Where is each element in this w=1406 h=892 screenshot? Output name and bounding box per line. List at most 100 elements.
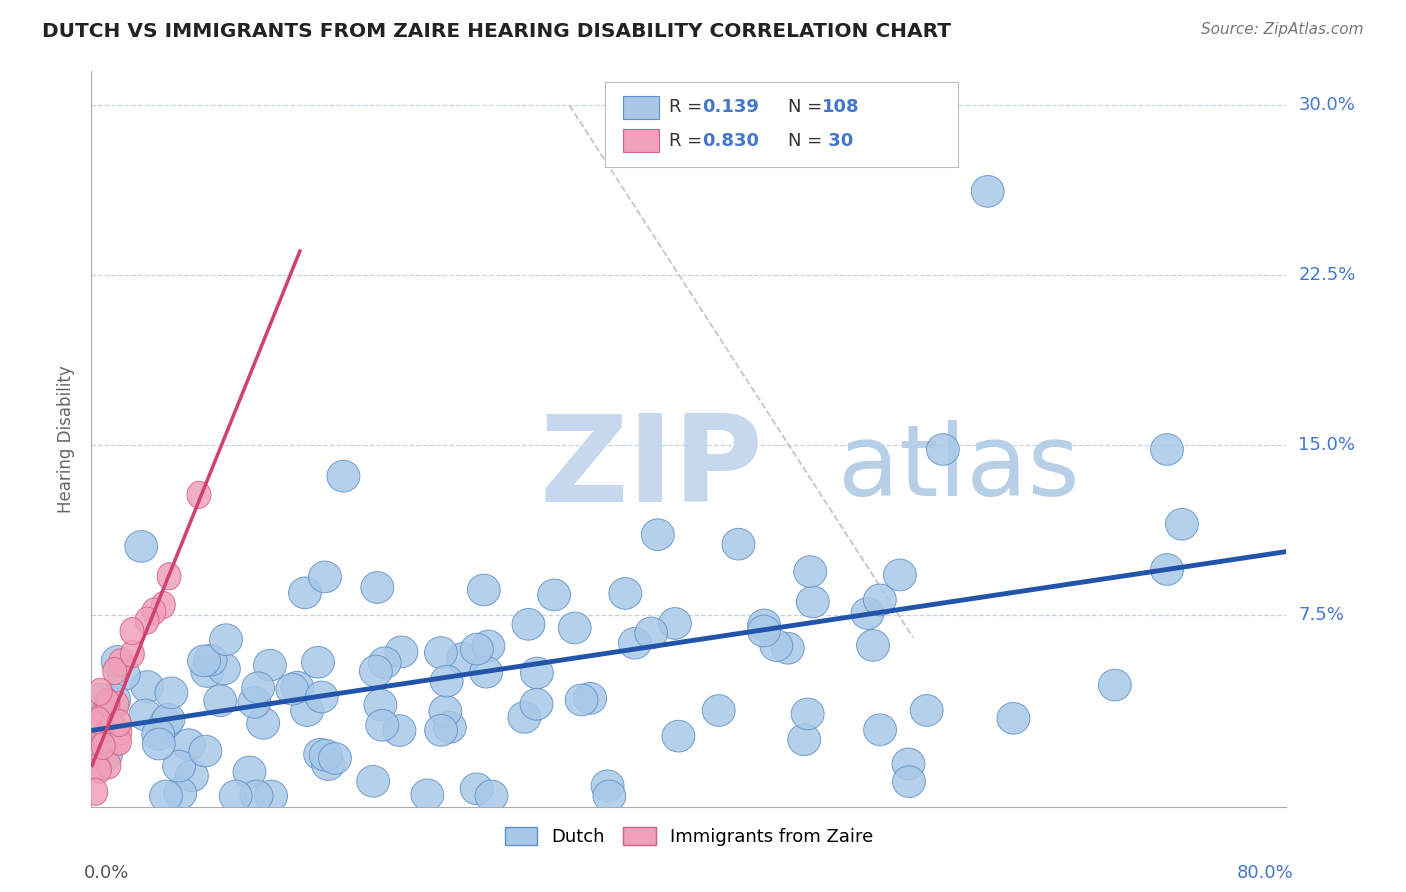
Ellipse shape [772,632,804,664]
Ellipse shape [658,607,692,640]
Ellipse shape [131,671,163,702]
Ellipse shape [129,699,162,731]
Ellipse shape [1150,554,1184,585]
Ellipse shape [574,682,606,714]
Ellipse shape [253,649,287,681]
Ellipse shape [86,754,110,780]
Ellipse shape [105,691,129,718]
Ellipse shape [723,528,755,560]
Text: 0.139: 0.139 [702,98,759,117]
Ellipse shape [108,718,132,745]
Ellipse shape [368,647,401,679]
Ellipse shape [460,773,494,805]
Ellipse shape [246,707,280,739]
Ellipse shape [163,750,195,782]
Ellipse shape [1150,434,1184,466]
Text: 7.5%: 7.5% [1299,606,1344,624]
Ellipse shape [662,721,695,752]
Ellipse shape [863,584,896,615]
Ellipse shape [103,657,127,685]
Ellipse shape [357,765,389,797]
Ellipse shape [107,709,131,737]
Ellipse shape [447,642,479,674]
Text: R =: R = [669,98,707,117]
Ellipse shape [194,644,226,676]
Ellipse shape [176,760,208,792]
Ellipse shape [319,742,352,774]
Ellipse shape [650,96,683,128]
Ellipse shape [1166,508,1198,540]
Text: Source: ZipAtlas.com: Source: ZipAtlas.com [1201,22,1364,37]
Ellipse shape [792,698,824,730]
Ellipse shape [641,519,675,550]
Ellipse shape [308,561,342,593]
Ellipse shape [910,695,943,726]
Ellipse shape [120,617,143,645]
Ellipse shape [187,481,211,508]
Ellipse shape [91,723,115,750]
Ellipse shape [512,608,546,640]
Ellipse shape [86,710,110,737]
Ellipse shape [309,739,342,771]
Ellipse shape [149,707,183,739]
Ellipse shape [93,697,117,724]
Ellipse shape [430,665,463,697]
Ellipse shape [107,658,141,690]
Text: atlas: atlas [838,420,1080,517]
Ellipse shape [84,778,108,805]
Ellipse shape [364,690,396,721]
Ellipse shape [328,460,360,492]
Ellipse shape [108,728,132,756]
Ellipse shape [425,637,457,668]
Ellipse shape [1098,669,1132,701]
Ellipse shape [411,779,444,811]
Ellipse shape [558,612,591,644]
Text: 22.5%: 22.5% [1299,266,1355,285]
Ellipse shape [703,695,735,726]
Ellipse shape [304,739,336,770]
Ellipse shape [157,563,181,590]
Ellipse shape [98,684,131,715]
Ellipse shape [87,756,111,782]
Ellipse shape [997,702,1029,734]
Ellipse shape [276,673,309,705]
Ellipse shape [461,633,494,665]
Ellipse shape [94,688,118,715]
Ellipse shape [565,684,598,715]
Ellipse shape [149,780,183,812]
Ellipse shape [87,756,111,783]
Ellipse shape [209,624,242,656]
Ellipse shape [101,646,134,677]
Text: R =: R = [669,131,707,150]
Ellipse shape [188,735,222,767]
Ellipse shape [429,695,461,727]
Ellipse shape [609,578,641,609]
Ellipse shape [125,531,157,562]
Ellipse shape [187,645,221,677]
Ellipse shape [108,648,132,676]
Ellipse shape [748,615,780,647]
Ellipse shape [152,591,176,619]
Ellipse shape [366,709,399,741]
Ellipse shape [863,714,897,746]
Ellipse shape [787,723,821,756]
Ellipse shape [142,719,174,750]
Ellipse shape [94,727,118,754]
Ellipse shape [121,640,145,667]
Ellipse shape [84,735,108,763]
Ellipse shape [291,695,323,726]
Ellipse shape [238,687,271,718]
Ellipse shape [191,656,224,688]
Ellipse shape [537,579,571,611]
Ellipse shape [475,780,508,812]
Ellipse shape [90,739,122,770]
Text: N =: N = [789,98,828,117]
Ellipse shape [593,780,626,812]
Ellipse shape [794,556,827,588]
Text: ZIP: ZIP [540,410,763,527]
Ellipse shape [91,732,115,759]
Ellipse shape [883,559,917,591]
Ellipse shape [467,574,501,606]
Ellipse shape [425,714,457,747]
Ellipse shape [233,756,266,788]
